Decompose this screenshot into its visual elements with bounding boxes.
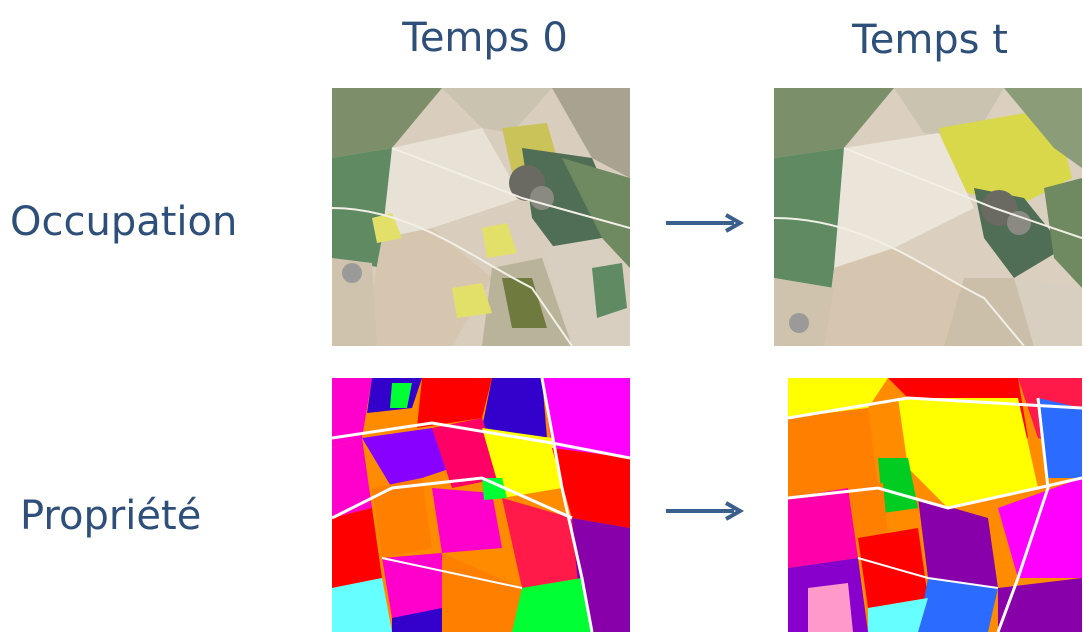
aerial-photo-icon xyxy=(774,88,1082,346)
occupation-t0-aerial-image xyxy=(332,88,630,346)
parcel-map-icon xyxy=(332,378,630,632)
row-label-occupation: Occupation xyxy=(10,199,238,245)
propriete-t0-parcel-map xyxy=(332,378,630,632)
row-label-propriete: Propriété xyxy=(20,493,202,539)
column-header-temps-0: Temps 0 xyxy=(402,15,568,61)
right-arrow-icon xyxy=(666,213,745,233)
right-arrow-icon xyxy=(666,501,745,521)
occupation-tt-aerial-image xyxy=(774,88,1082,346)
propriete-tt-parcel-map xyxy=(788,378,1082,632)
aerial-photo-icon xyxy=(332,88,630,346)
parcel-map-icon xyxy=(788,378,1082,632)
column-header-temps-t: Temps t xyxy=(852,17,1008,63)
